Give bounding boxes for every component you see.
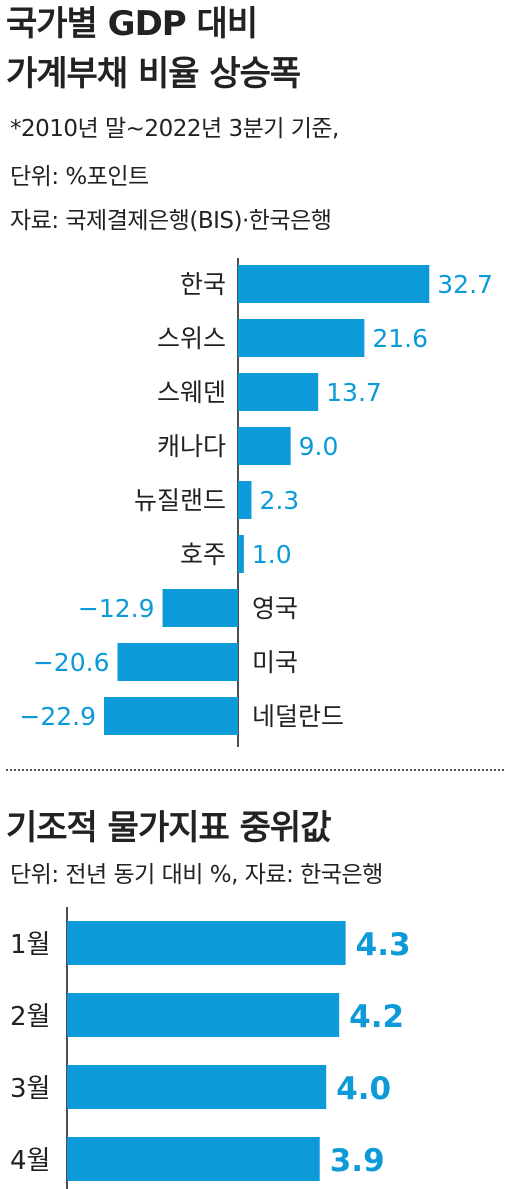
value-label: −12.9 [78,594,155,623]
month-label: 2월 [10,1002,50,1032]
month-bar-4 [67,1137,320,1181]
bar-5 [238,481,252,519]
value-label: 32.7 [437,270,493,299]
bar-8 [117,643,238,681]
chart1-note-unit: 단위: %포인트 [10,164,149,190]
chart1-title-line2: 가계부채 비율 상승폭 [6,54,301,94]
value-label: 2.3 [259,486,299,515]
category-label: 미국 [252,648,298,677]
bar-7 [162,589,238,627]
category-label: 스웨덴 [157,378,226,407]
chart1-note-basis: *2010년 말~2022년 3분기 기준, [10,116,339,142]
section-divider [6,769,504,771]
category-label: 캐나다 [157,432,226,461]
value-label: −22.9 [19,702,96,731]
month-label: 1월 [10,930,50,960]
bar-2 [238,319,365,357]
value-label: −20.6 [33,648,110,677]
category-label: 한국 [180,270,226,299]
month-bar-1 [67,921,346,965]
month-value-label: 4.0 [336,1071,391,1107]
category-label: 스위스 [157,324,226,353]
category-label: 뉴질랜드 [134,486,226,515]
bar-1 [238,265,430,303]
bar-4 [238,427,291,465]
value-label: 13.7 [326,378,382,407]
month-value-label: 4.3 [356,927,411,963]
inflation-chart: 1월 4.3 2월 4.2 3월 4.0 4월 3.9 [10,907,411,1189]
bar-6 [238,535,244,573]
month-label: 3월 [10,1074,50,1104]
bar-3 [238,373,319,411]
value-label: 9.0 [299,432,339,461]
category-label: 네덜란드 [252,702,344,731]
chart2-note: 단위: 전년 동기 대비 %, 자료: 한국은행 [10,862,383,888]
value-label: 1.0 [252,540,292,569]
chart1-title-line1: 국가별 GDP 대비 [6,4,258,44]
chart2-title: 기조적 물가지표 중위값 [6,808,331,848]
value-label: 21.6 [372,324,428,353]
category-label: 영국 [252,594,298,623]
month-label: 4월 [10,1146,50,1176]
month-bar-2 [67,993,340,1037]
category-label: 호주 [180,540,226,569]
month-value-label: 3.9 [330,1143,385,1179]
month-bar-3 [67,1065,327,1109]
month-value-label: 4.2 [349,999,404,1035]
chart1-note-source: 자료: 국제결제은행(BIS)·한국은행 [10,208,332,234]
bar-9 [104,697,238,735]
debt-chart: 한국 32.7 스위스 21.6 스웨덴 13.7 캐나다 9.0 뉴질랜드 2.3 호주 1.0 영국… [19,258,493,747]
